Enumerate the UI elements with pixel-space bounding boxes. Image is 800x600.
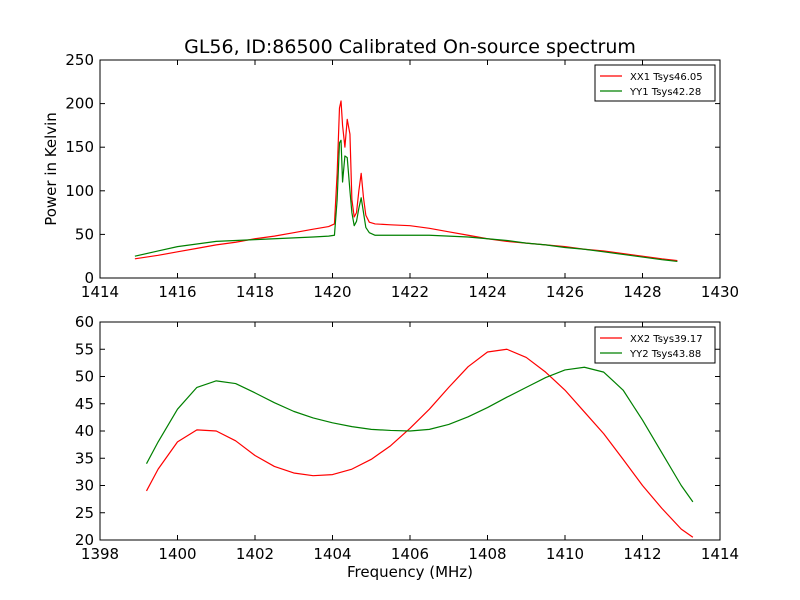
- series-line-yy: [145, 366, 694, 503]
- x-tick-label: 1410: [546, 545, 584, 563]
- y-tick-label: 150: [65, 138, 94, 156]
- y-tick-label: 100: [65, 182, 94, 200]
- x-tick-label: 1414: [81, 283, 119, 301]
- x-tick-label: 1404: [313, 545, 351, 563]
- y-tick-label: 250: [65, 51, 94, 69]
- series-line-yy: [134, 139, 678, 263]
- chart-top-title: GL56, ID:86500 Calibrated On-source spec…: [184, 36, 636, 58]
- x-tick-label: 1418: [236, 283, 274, 301]
- x-tick-label: 1420: [313, 283, 351, 301]
- x-tick-label: 1408: [468, 545, 506, 563]
- y-tick-label: 60: [75, 313, 94, 331]
- x-tick-label: 1428: [623, 283, 661, 301]
- x-tick-label: 1398: [81, 545, 119, 563]
- y-tick-label: 55: [75, 340, 94, 358]
- chart-top-plot-area: 1414 1416 1418 1420 1422 1424 1426 1428 1430 0 50 1…: [65, 51, 739, 301]
- y-tick-label: 20: [75, 531, 94, 549]
- x-tick-label: 1422: [391, 283, 429, 301]
- series-line-xx: [145, 348, 694, 538]
- x-tick-label: 1402: [236, 545, 274, 563]
- legend-box: [594, 64, 716, 102]
- x-tick-label: 1426: [546, 283, 584, 301]
- x-tick-label: 1412: [623, 545, 661, 563]
- x-tick-label: 1406: [391, 545, 429, 563]
- y-tick-label: 50: [75, 225, 94, 243]
- legend-box: [594, 326, 716, 364]
- y-tick-label: 30: [75, 477, 94, 495]
- chart-bottom-xlabel: Frequency (MHz): [347, 563, 473, 581]
- y-tick-label: 25: [75, 504, 94, 522]
- chart-bottom-spectrum: Frequency (MHz) 1398 1400 1402 1404 1406 1408…: [75, 313, 739, 581]
- x-tick-label: 1424: [468, 283, 506, 301]
- chart-bottom-plot-area: 1398 1400 1402 1404 1406 1408 1410 1412 1414 20 25…: [75, 313, 739, 563]
- legend-label: XX1 Tsys46.05: [630, 72, 703, 83]
- y-tick-label: 45: [75, 395, 94, 413]
- legend: XX1 Tsys46.05 YY1 Tsys42.28: [594, 64, 716, 102]
- chart-top-spectrum: GL56, ID:86500 Calibrated On-source spec…: [42, 36, 739, 301]
- x-tick-label: 1400: [158, 545, 196, 563]
- legend-label: YY2 Tsys43.88: [629, 349, 701, 360]
- x-tick-label: 1416: [158, 283, 196, 301]
- chart-top-ylabel: Power in Kelvin: [42, 112, 60, 226]
- legend-label: XX2 Tsys39.17: [630, 334, 703, 345]
- y-tick-label: 40: [75, 422, 94, 440]
- legend-label: YY1 Tsys42.28: [629, 87, 701, 98]
- y-tick-label: 50: [75, 368, 94, 386]
- y-tick-label: 0: [84, 269, 94, 287]
- x-tick-label: 1430: [701, 283, 739, 301]
- legend: XX2 Tsys39.17 YY2 Tsys43.88: [594, 326, 716, 364]
- x-tick-label: 1414: [701, 545, 739, 563]
- y-tick-label: 200: [65, 95, 94, 113]
- y-tick-label: 35: [75, 449, 94, 467]
